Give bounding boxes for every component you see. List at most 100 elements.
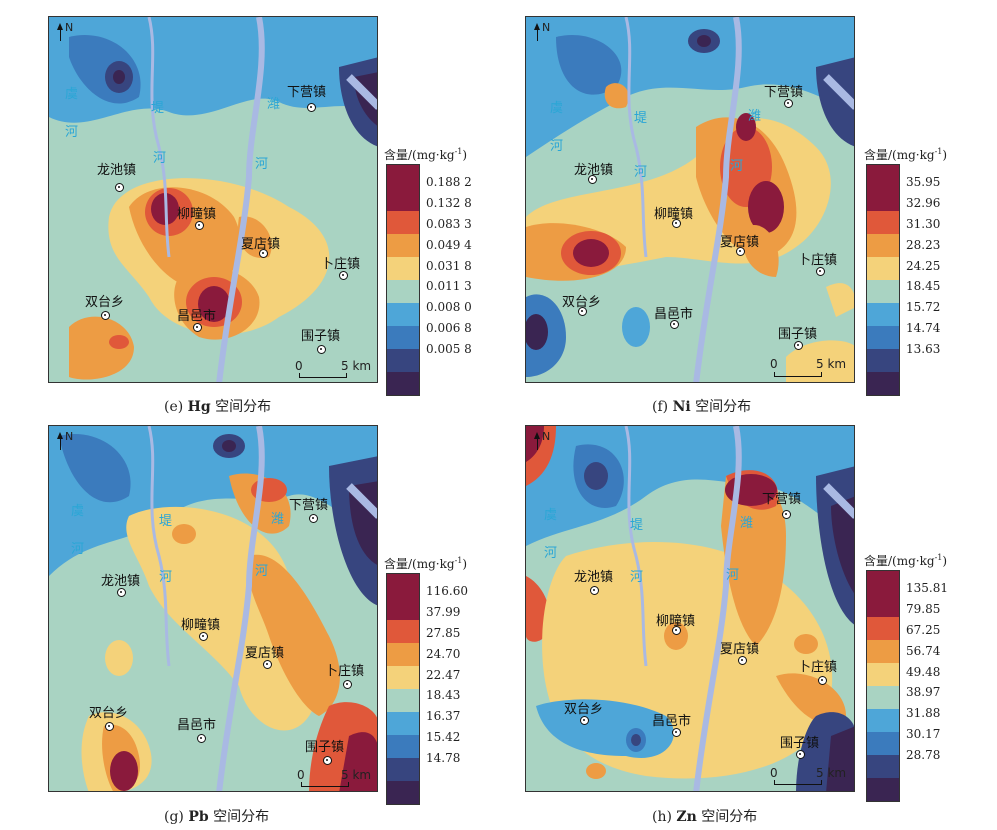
town-dot [670, 320, 679, 329]
scale-zero: 0 [770, 357, 778, 371]
river-label: 河 [159, 570, 173, 585]
legend-value: 79.85 [906, 601, 941, 616]
town-dot [343, 680, 352, 689]
panel-ni: N 虞 河 堤 河 潍 河 下营镇 龙池镇 柳疃镇 夏店镇 卜庄镇 双台乡 昌邑… [525, 16, 855, 383]
legend-value: 24.25 [906, 258, 941, 273]
north-arrow-line [537, 436, 538, 450]
river-label: 堤 [151, 101, 165, 116]
legend-zn: 含量/(mg·kg-1) 135.81 79.85 67.25 56.74 49… [864, 552, 974, 802]
town-label: 夏店镇 [720, 235, 760, 250]
town-label: 下营镇 [762, 492, 802, 507]
legend-value: 37.99 [426, 604, 461, 619]
river-label: 河 [65, 125, 79, 140]
legend-value: 31.88 [906, 706, 941, 721]
north-arrow-icon [534, 432, 540, 439]
legend-values: 35.95 32.96 31.30 28.23 24.25 18.45 15.7… [906, 172, 940, 360]
town-label: 围子镇 [778, 327, 818, 342]
town-label: 昌邑市 [654, 307, 694, 322]
legend-colorbar [866, 570, 900, 802]
river-label: 河 [71, 542, 85, 557]
scale-zero: 0 [297, 768, 305, 782]
river-label: 虞 [65, 87, 79, 102]
panel-pb: N 虞 河 堤 河 潍 河 下营镇 龙池镇 柳疃镇 夏店镇 卜庄镇 双台乡 昌邑… [48, 425, 378, 792]
town-dot [317, 345, 326, 354]
legend-values: 116.60 37.99 27.85 24.70 22.47 18.43 16.… [426, 581, 468, 769]
north-arrow-icon [57, 432, 63, 439]
legend-value: 13.63 [906, 342, 941, 357]
legend-value: 0.188 2 [426, 175, 472, 189]
legend-value: 15.42 [426, 730, 461, 745]
legend-value: 49.48 [906, 664, 941, 679]
town-label: 卜庄镇 [798, 253, 838, 268]
scale-length: 5 km [341, 359, 372, 373]
legend-value: 28.23 [906, 237, 941, 252]
scale-bar [774, 372, 822, 377]
legend-value: 0.006 8 [426, 321, 472, 336]
scale-bar [774, 780, 822, 785]
town-label: 双台乡 [85, 295, 125, 310]
town-dot [199, 632, 208, 641]
river-label: 潍 [271, 512, 285, 527]
river-label: 河 [730, 159, 744, 174]
scale-bar [299, 373, 347, 378]
river-label: 河 [255, 564, 269, 579]
legend-value: 30.17 [906, 727, 941, 742]
legend-value: 32.96 [906, 195, 941, 210]
town-label: 昌邑市 [177, 718, 217, 733]
river-label: 河 [634, 165, 648, 180]
north-label: N [65, 21, 74, 34]
town-label: 龙池镇 [101, 574, 141, 589]
town-label: 双台乡 [89, 706, 129, 721]
legend-value: 27.85 [426, 625, 461, 640]
legend-colorbar [386, 573, 420, 805]
river-label: 河 [255, 157, 269, 172]
river-label: 河 [726, 568, 740, 583]
legend-title: 含量/(mg·kg-1) [384, 147, 468, 162]
town-label: 龙池镇 [574, 163, 614, 178]
north-arrow-line [60, 436, 61, 450]
legend-title: 含量/(mg·kg-1) [864, 553, 948, 568]
legend-values: 135.81 79.85 67.25 56.74 49.48 38.97 31.… [906, 578, 948, 766]
town-dot [307, 103, 316, 112]
caption-hg: (e) Hg 空间分布 [164, 399, 272, 415]
legend-value: 56.74 [906, 643, 941, 658]
scale-length: 5 km [816, 766, 847, 780]
town-dot [193, 323, 202, 332]
town-dot [672, 728, 681, 737]
legend-value: 0.011 3 [426, 279, 472, 294]
legend-value: 0.008 0 [426, 300, 472, 315]
town-label: 围子镇 [301, 329, 341, 344]
legend-value: 14.74 [906, 321, 941, 336]
north-label: N [542, 430, 551, 443]
caption-ni: (f) Ni 空间分布 [652, 399, 752, 415]
legend-pb: 含量/(mg·kg-1) 116.60 37.99 27.85 24.70 22… [384, 555, 494, 805]
map-pb: N 虞 河 堤 河 潍 河 下营镇 龙池镇 柳疃镇 夏店镇 卜庄镇 双台乡 昌邑… [48, 425, 378, 792]
town-label: 下营镇 [289, 498, 329, 513]
town-dot [588, 175, 597, 184]
north-label: N [65, 430, 74, 443]
river-label: 河 [630, 570, 644, 585]
town-dot [818, 676, 827, 685]
town-label: 卜庄镇 [798, 660, 838, 675]
legend-title: 含量/(mg·kg-1) [384, 556, 468, 571]
river-label: 虞 [71, 504, 85, 519]
town-dot [323, 756, 332, 765]
legend-value: 38.97 [906, 685, 941, 700]
legend-hg: 含量/(mg·kg-1) 0.188 2 0.132 8 0.083 3 0.0… [384, 146, 494, 396]
legend-ni: 含量/(mg·kg-1) 35.95 32.96 31.30 28.23 24.… [864, 146, 974, 396]
town-label: 昌邑市 [177, 309, 217, 324]
panel-hg: N 虞 河 堤 河 潍 河 下营镇 龙池镇 柳疃镇 夏店镇 卜庄镇 双台乡 昌邑… [48, 16, 378, 383]
map-ni: N 虞 河 堤 河 潍 河 下营镇 龙池镇 柳疃镇 夏店镇 卜庄镇 双台乡 昌邑… [525, 16, 855, 383]
town-label: 龙池镇 [574, 570, 614, 585]
river-label: 堤 [159, 514, 173, 529]
river-label: 潍 [740, 516, 754, 531]
town-dot [784, 99, 793, 108]
town-dot [672, 626, 681, 635]
scale-zero: 0 [770, 766, 778, 780]
scale-length: 5 km [341, 768, 372, 782]
legend-value: 14.78 [426, 751, 461, 766]
town-label: 夏店镇 [245, 646, 285, 661]
town-dot [115, 183, 124, 192]
legend-value: 16.37 [426, 709, 461, 724]
river-label: 河 [550, 139, 564, 154]
